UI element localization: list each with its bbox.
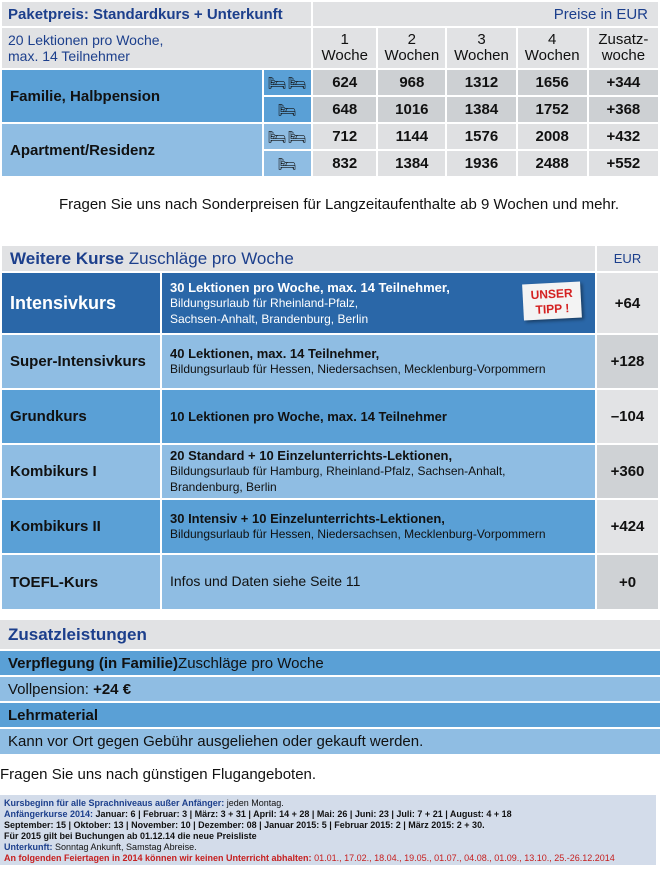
- course-price: +424: [595, 498, 660, 555]
- double-bed-icon: 🛏🛏: [262, 122, 314, 151]
- package-subtitle: 20 Lektionen pro Woche, max. 14 Teilnehme…: [0, 26, 314, 70]
- price-cell: 648: [311, 95, 379, 124]
- course-description: 30 Intensiv + 10 Einzelunterrichts-Lekti…: [160, 498, 597, 555]
- price-cell: 712: [311, 122, 379, 151]
- course-price: +0: [595, 553, 660, 611]
- price-cell: +552: [586, 149, 661, 178]
- table-row: Familie, Halbpension 🛏🛏 624 968 1312 165…: [0, 68, 661, 124]
- course-description: 10 Lektionen pro Woche, max. 14 Teilnehm…: [160, 388, 597, 445]
- course-description: 20 Standard + 10 Einzelunterrichts-Lekti…: [160, 443, 597, 500]
- package-price-table: Paketpreis: Standardkurs + Unterkunft Pr…: [0, 0, 661, 178]
- course-description: 40 Lektionen, max. 14 Teilnehmer, Bildung…: [160, 333, 597, 390]
- price-cell: +344: [586, 68, 661, 97]
- price-cell: 1384: [376, 149, 448, 178]
- flight-note: Fragen Sie uns nach günstigen Flugangebo…: [0, 766, 317, 783]
- currency-note: Preise in EUR: [311, 0, 660, 28]
- package-title: Paketpreis: Standardkurs + Unterkunft: [0, 0, 314, 28]
- price-cell: +432: [586, 122, 661, 151]
- row-label: Apartment/Residenz: [0, 122, 265, 178]
- table-row: Apartment/Residenz 🛏🛏 712 1144 1576 2008…: [0, 122, 661, 178]
- course-name: Kombikurs II: [0, 498, 162, 555]
- price-cell: 1144: [376, 122, 448, 151]
- price-cell: 624: [311, 68, 379, 97]
- col-header: Zusatz-woche: [586, 26, 661, 70]
- course-name: Intensivkurs: [0, 271, 162, 335]
- table-row: 🛏 648 1016 1384 1752 +368: [1, 95, 661, 124]
- price-cell: 968: [376, 68, 448, 97]
- long-stay-note: Fragen Sie uns nach Sonderpreisen für La…: [59, 196, 620, 213]
- table-row: Intensivkurs 30 Lektionen pro Woche, max…: [0, 271, 660, 335]
- courses-table: Weitere Kurse Zuschläge pro Woche EUR In…: [0, 244, 660, 611]
- table-row: Kombikurs II 30 Intensiv + 10 Einzelunte…: [0, 498, 660, 555]
- course-name: Grundkurs: [0, 388, 162, 445]
- price-cell: +368: [586, 95, 661, 124]
- course-price: +64: [595, 271, 660, 335]
- price-cell: 1576: [445, 122, 518, 151]
- price-cell: 2488: [515, 149, 589, 178]
- price-cell: 1016: [376, 95, 448, 124]
- extras-section: Zusatzleistungen Verpflegung (in Familie…: [0, 620, 660, 756]
- row-label: Familie, Halbpension: [0, 68, 265, 124]
- course-name: Super-Intensivkurs: [0, 333, 162, 390]
- col-header: 4 Wochen: [515, 26, 589, 70]
- price-cell: 1936: [445, 149, 518, 178]
- material-header: Lehrmaterial: [0, 703, 660, 729]
- price-cell: 1752: [515, 95, 589, 124]
- course-description: Infos und Daten siehe Seite 11: [160, 553, 597, 611]
- price-cell: 1656: [515, 68, 589, 97]
- table-row: 🛏 832 1384 1936 2488 +552: [1, 149, 661, 178]
- courses-currency: EUR: [595, 244, 660, 273]
- single-bed-icon: 🛏: [262, 95, 314, 124]
- tip-stamp: UNSER TIPP !: [522, 281, 582, 321]
- extras-title: Zusatzleistungen: [0, 620, 660, 651]
- material-text: Kann vor Ort gegen Gebühr ausgeliehen od…: [0, 729, 660, 756]
- col-header: 1 Woche: [311, 26, 379, 70]
- col-header: 3 Wochen: [445, 26, 518, 70]
- course-price: +128: [595, 333, 660, 390]
- full-board-row: Vollpension: +24 €: [0, 677, 660, 703]
- meal-header: Verpflegung (in Familie) Zuschläge pro W…: [0, 651, 660, 677]
- double-bed-icon: 🛏🛏: [262, 68, 314, 97]
- table-row: Grundkurs 10 Lektionen pro Woche, max. 1…: [0, 388, 660, 445]
- course-name: Kombikurs I: [0, 443, 162, 500]
- course-description: 30 Lektionen pro Woche, max. 14 Teilnehm…: [160, 271, 597, 335]
- table-row: Super-Intensivkurs 40 Lektionen, max. 14…: [0, 333, 660, 390]
- price-cell: 2008: [515, 122, 589, 151]
- table-row: Kombikurs I 20 Standard + 10 Einzelunter…: [0, 443, 660, 500]
- course-price: –104: [595, 388, 660, 445]
- price-cell: 1312: [445, 68, 518, 97]
- course-price: +360: [595, 443, 660, 500]
- col-header: 2 Wochen: [376, 26, 448, 70]
- course-name: TOEFL-Kurs: [0, 553, 162, 611]
- price-cell: 1384: [445, 95, 518, 124]
- table-row: TOEFL-Kurs Infos und Daten siehe Seite 1…: [0, 553, 660, 611]
- footer-info: Kursbeginn für alle Sprachniveaus außer …: [0, 795, 656, 865]
- courses-title: Weitere Kurse Zuschläge pro Woche: [0, 244, 597, 273]
- price-cell: 832: [311, 149, 379, 178]
- single-bed-icon: 🛏: [262, 149, 314, 178]
